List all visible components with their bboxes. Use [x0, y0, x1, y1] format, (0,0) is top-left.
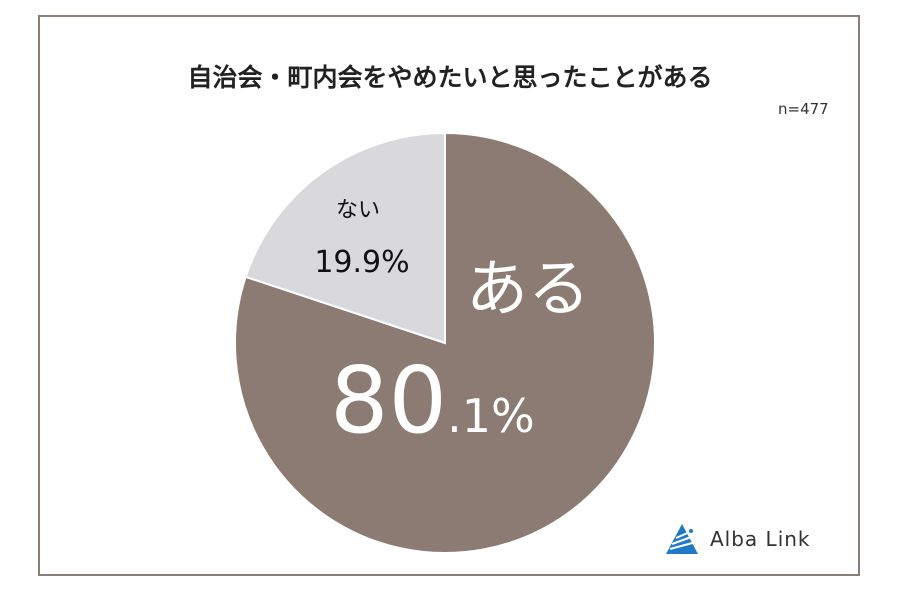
- logo-text: Alba Link: [710, 527, 811, 551]
- value-nai: 19.9%: [314, 245, 409, 280]
- sample-size: n=477: [778, 100, 829, 118]
- alba-link-logo-icon: [666, 524, 698, 554]
- alba-link-logo: Alba Link: [664, 522, 811, 556]
- value-aru: 80.1%: [330, 347, 535, 454]
- label-nai: ない: [336, 198, 380, 223]
- value-aru-integer: 80: [330, 347, 447, 454]
- value-aru-decimal: .1%: [447, 389, 535, 443]
- pie-slice-nai: [244, 131, 446, 345]
- label-aru: ある: [466, 252, 590, 325]
- chart-frame: [38, 15, 860, 576]
- chart-title: 自治会・町内会をやめたいと思ったことがある: [187, 63, 713, 92]
